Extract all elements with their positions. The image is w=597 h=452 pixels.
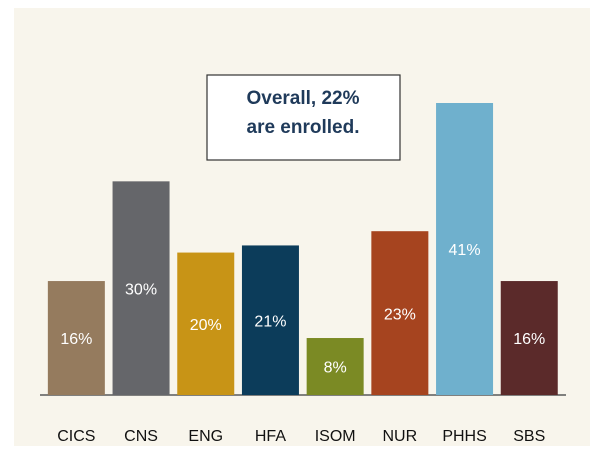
bar <box>177 252 235 395</box>
value-label: 23% <box>384 306 416 323</box>
x-tick-label: ISOM <box>315 428 356 445</box>
bar <box>306 338 364 395</box>
value-label: 21% <box>254 313 286 330</box>
x-tick-label: HFA <box>255 428 286 445</box>
value-label: 30% <box>125 281 157 298</box>
value-label: 16% <box>513 331 545 348</box>
value-label: 16% <box>60 331 92 348</box>
value-label: 41% <box>449 242 481 259</box>
x-tick-label: PHHS <box>442 428 486 445</box>
annotation-box <box>206 74 401 161</box>
x-tick-label: ENG <box>188 428 223 445</box>
x-tick-label: SBS <box>513 428 545 445</box>
annotation: are enrolled. <box>247 117 360 138</box>
x-tick-label: CICS <box>57 428 95 445</box>
bar <box>500 281 558 395</box>
annotation: Overall, 22% <box>246 88 359 109</box>
bar <box>241 245 299 395</box>
x-tick-label: NUR <box>383 428 418 445</box>
bar <box>436 103 494 395</box>
bar <box>47 281 105 395</box>
x-tick-label: CNS <box>124 428 158 445</box>
value-label: 8% <box>324 360 347 377</box>
bar <box>112 181 170 395</box>
bar <box>371 231 429 395</box>
value-label: 20% <box>190 317 222 334</box>
